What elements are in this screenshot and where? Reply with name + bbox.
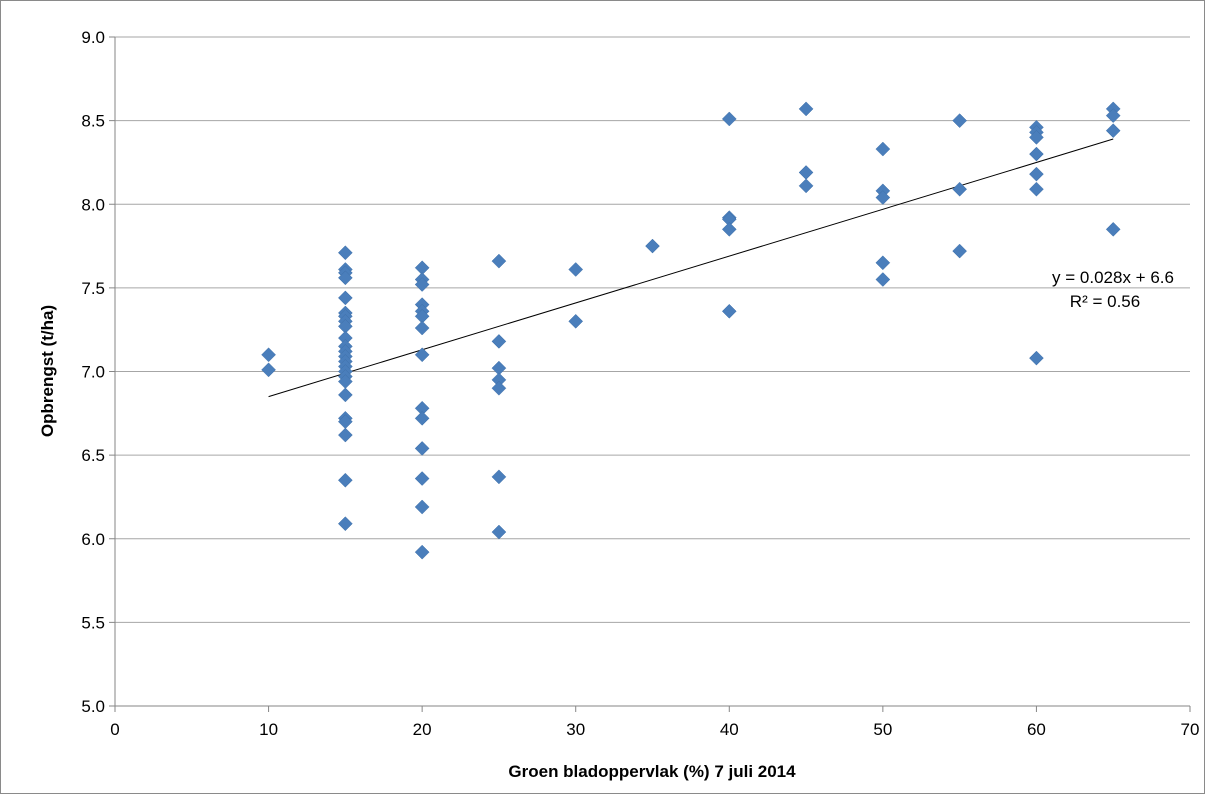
data-point xyxy=(414,441,430,456)
data-points xyxy=(261,101,1121,560)
trendline-r-squared: R² = 0.56 xyxy=(1070,292,1140,311)
y-tick-label: 8.0 xyxy=(81,195,105,214)
x-tick-label: 10 xyxy=(259,720,278,739)
data-point xyxy=(1105,123,1121,139)
data-point xyxy=(645,238,660,254)
y-tick-label: 8.5 xyxy=(81,112,105,131)
x-tick-label: 60 xyxy=(1027,720,1046,739)
data-point xyxy=(875,141,891,157)
data-point xyxy=(338,516,353,532)
data-point xyxy=(1029,166,1044,182)
x-tick-label: 30 xyxy=(566,720,585,739)
data-point xyxy=(338,472,353,488)
data-point xyxy=(1029,146,1044,162)
data-point xyxy=(491,253,507,269)
data-point xyxy=(798,165,814,180)
data-point xyxy=(491,469,507,485)
data-point xyxy=(414,277,430,292)
data-point xyxy=(952,243,967,259)
data-point xyxy=(875,255,891,271)
x-tick-label: 50 xyxy=(873,720,892,739)
data-point xyxy=(338,290,353,306)
y-tick-label: 7.5 xyxy=(81,279,105,298)
gridlines xyxy=(115,36,1190,623)
data-point xyxy=(1029,129,1044,145)
data-point xyxy=(414,499,430,515)
data-point xyxy=(1105,221,1121,237)
data-point xyxy=(261,347,276,363)
data-point xyxy=(491,524,507,540)
data-point xyxy=(721,221,737,237)
axes: 5.0 5.5 6.0 6.5 7.0 7.5 8.0 8.5 9.0 0 10 20 30 40 50 60… xyxy=(81,28,1199,739)
data-point xyxy=(414,544,430,560)
y-tick-label: 7.0 xyxy=(81,363,105,382)
data-point xyxy=(875,190,891,205)
data-point xyxy=(491,380,507,396)
data-point xyxy=(414,320,430,336)
trendline xyxy=(268,138,1114,398)
data-point xyxy=(1105,108,1121,123)
data-point xyxy=(568,313,584,329)
data-point xyxy=(721,111,737,127)
y-tick-label: 9.0 xyxy=(81,28,105,47)
x-tick-label: 40 xyxy=(720,720,739,739)
data-point xyxy=(1029,181,1044,197)
y-tick-label: 5.0 xyxy=(81,697,105,716)
x-axis-title: Groen bladoppervlak (%) 7 juli 2014 xyxy=(508,762,796,781)
data-point xyxy=(338,270,353,286)
data-point xyxy=(952,181,967,197)
y-tick-label: 5.5 xyxy=(81,613,105,632)
data-point xyxy=(414,471,430,486)
data-point xyxy=(798,178,814,194)
data-point xyxy=(338,387,353,403)
data-point xyxy=(721,303,737,319)
data-point xyxy=(798,101,814,117)
trendline-group xyxy=(268,138,1114,398)
data-point xyxy=(414,410,430,426)
x-tick-label: 0 xyxy=(110,720,119,739)
data-point xyxy=(261,362,276,378)
y-tick-label: 6.0 xyxy=(81,530,105,549)
data-point xyxy=(875,272,891,287)
x-tick-label: 70 xyxy=(1181,720,1200,739)
data-point xyxy=(338,245,353,261)
data-point xyxy=(491,334,507,349)
trendline-equation: y = 0.028x + 6.6 xyxy=(1052,268,1174,287)
data-point xyxy=(952,113,967,128)
y-axis-title: Opbrengst (t/ha) xyxy=(38,305,57,437)
data-point xyxy=(414,347,430,363)
y-tick-label: 6.5 xyxy=(81,446,105,465)
labels: Groen bladoppervlak (%) 7 juli 2014 Opbr… xyxy=(38,268,1174,781)
data-point xyxy=(338,427,353,443)
data-point xyxy=(568,262,584,277)
x-tick-label: 20 xyxy=(413,720,432,739)
data-point xyxy=(1029,350,1044,366)
